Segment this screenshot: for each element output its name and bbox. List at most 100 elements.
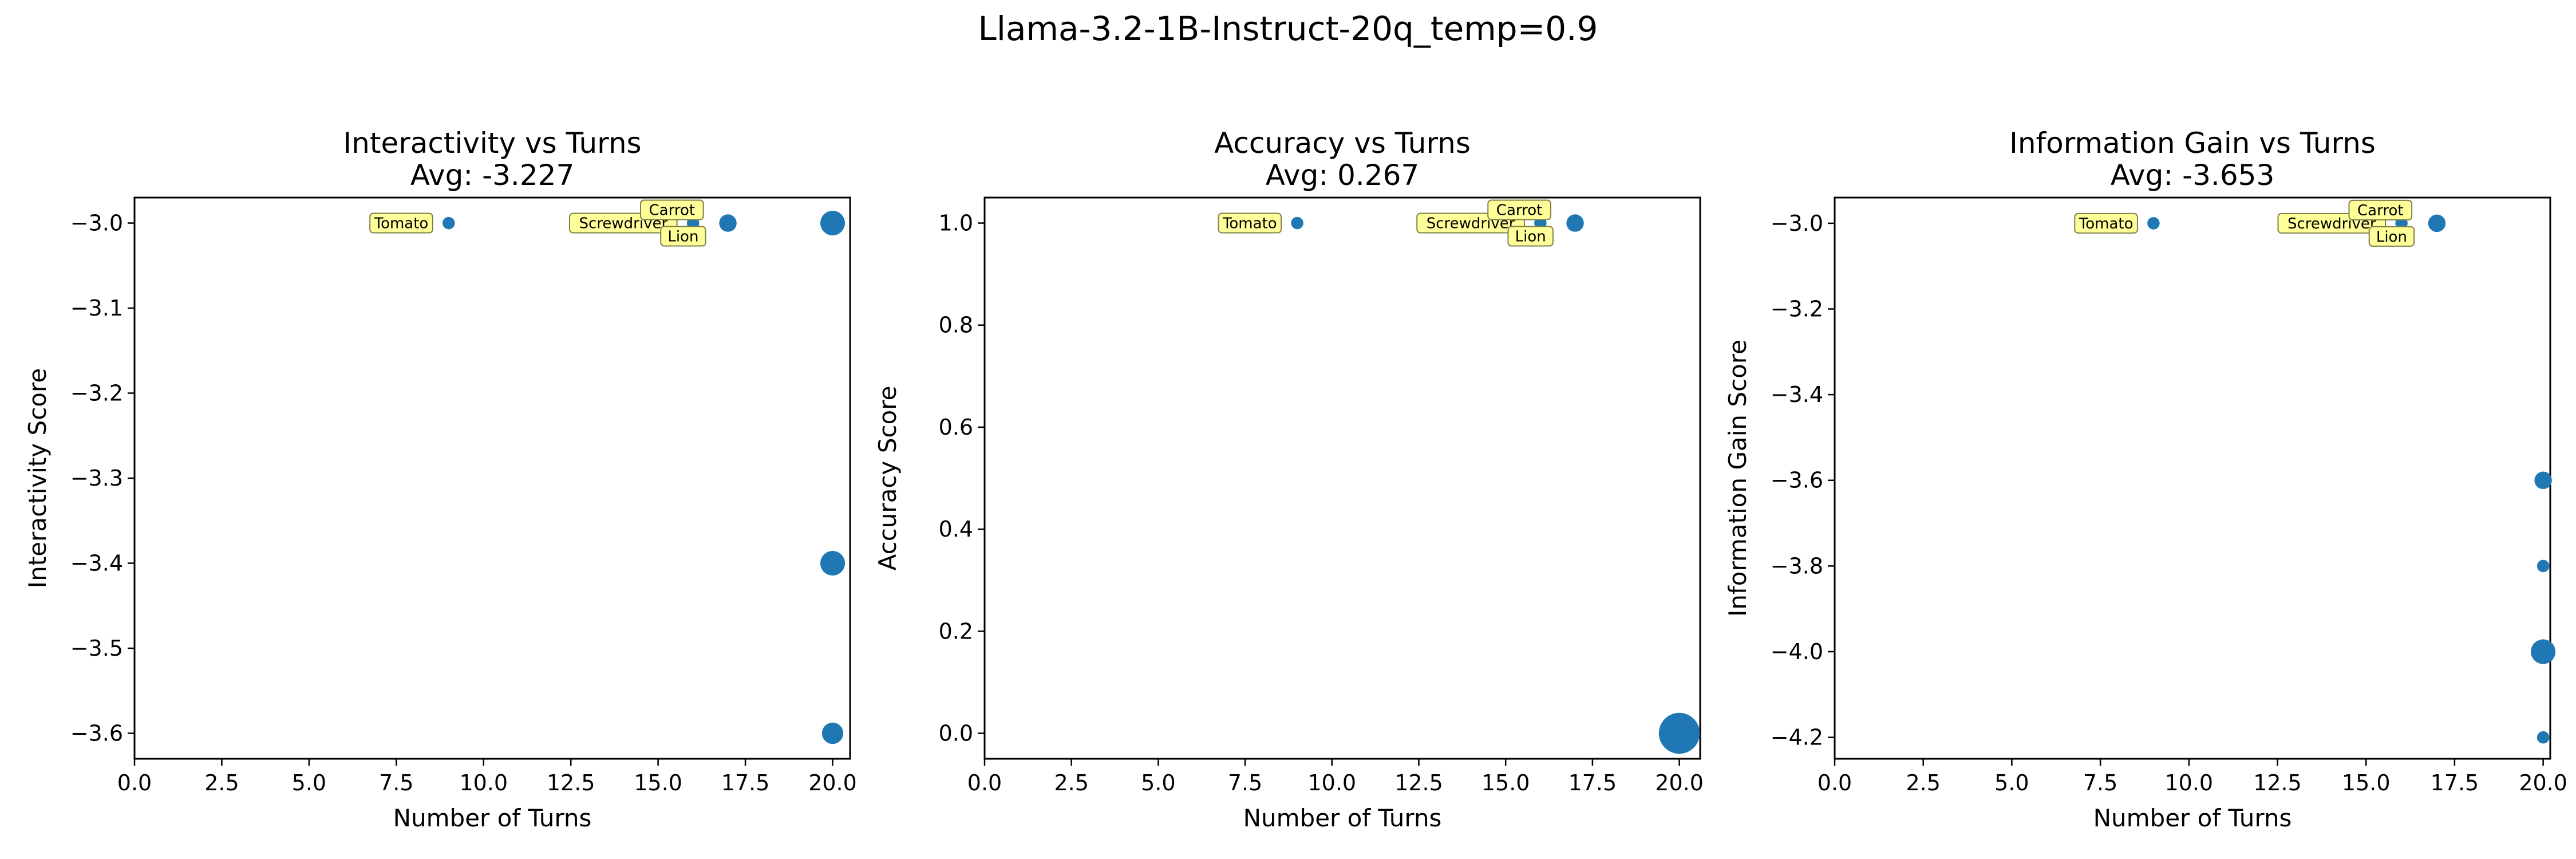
x-tick-label: 10.0 (2165, 770, 2214, 795)
data-point (2534, 471, 2552, 489)
annotation-box (2074, 212, 2138, 234)
y-tick-label: −3.8 (1771, 553, 1823, 578)
data-point (2531, 639, 2556, 664)
data-point (2147, 217, 2160, 230)
x-tick-label: 17.5 (2431, 770, 2479, 795)
annotation-label: Lion (1515, 228, 1546, 246)
x-tick-label: 2.5 (204, 770, 239, 795)
annotation: Tomato (1218, 212, 1282, 234)
x-tick-label: 10.0 (459, 770, 508, 795)
y-tick-label: −3.5 (70, 636, 123, 661)
data-point (1658, 712, 1700, 754)
annotation-label: Carrot (649, 202, 696, 219)
y-tick-label: −4.2 (1771, 725, 1823, 750)
annotation: Lion (2368, 226, 2415, 247)
x-tick-label: 0.0 (117, 770, 152, 795)
axes-frame (983, 196, 1701, 760)
x-tick-label: 7.5 (2083, 770, 2117, 795)
x-tick-label: 20.0 (808, 770, 857, 795)
x-tick-label: 0.0 (967, 770, 1002, 795)
y-tick-label: 0.4 (939, 517, 973, 542)
data-point (1566, 214, 1584, 232)
subplot-title: Interactivity vs Turns (343, 127, 641, 160)
data-point (2537, 559, 2550, 573)
annotation-box (1218, 212, 1282, 234)
y-tick-label: 0.6 (939, 415, 973, 440)
subplot-average: Avg: -3.653 (2111, 159, 2275, 192)
x-axis-label: Number of Turns (1243, 804, 1442, 832)
annotation-label: Lion (667, 228, 698, 246)
y-tick-label: −3.0 (1771, 211, 1823, 236)
subplot-title: Information Gain vs Turns (2009, 127, 2376, 160)
y-tick-label: 0.0 (939, 720, 973, 746)
data-point (1291, 216, 1303, 230)
y-tick-label: −3.2 (70, 381, 123, 406)
subplot-average: Avg: 0.267 (1266, 159, 1419, 192)
x-tick-label: 17.5 (1568, 770, 1617, 795)
x-axis-label: Number of Turns (393, 804, 592, 832)
data-point (820, 550, 846, 576)
figure-title: Llama-3.2-1B-Instruct-20q_temp=0.9 (978, 9, 1598, 48)
annotation-box (369, 212, 433, 234)
data-point (442, 216, 455, 230)
x-tick-label: 2.5 (1906, 770, 1940, 795)
annotation-label: Tomato (2079, 215, 2134, 233)
x-axis-label: Number of Turns (2093, 804, 2292, 832)
y-axis-label: Interactivity Score (23, 368, 52, 588)
subplot-title: Accuracy vs Turns (1214, 127, 1471, 160)
x-tick-label: 17.5 (721, 770, 770, 795)
y-tick-label: −3.1 (70, 295, 123, 321)
annotation-box (640, 199, 704, 220)
annotation: Tomato (369, 212, 433, 234)
y-tick-label: −3.4 (70, 550, 123, 576)
annotation: Carrot (640, 199, 704, 220)
y-tick-label: 1.0 (939, 211, 973, 236)
x-tick-label: 15.0 (634, 770, 682, 795)
y-tick-label: −3.0 (70, 211, 123, 236)
annotation-label: Tomato (1222, 215, 1277, 233)
annotation-label: Carrot (1496, 202, 1543, 219)
annotation: Lion (1507, 226, 1554, 247)
x-tick-label: 15.0 (1481, 770, 1530, 795)
annotation-box (1507, 226, 1554, 247)
x-tick-label: 15.0 (2342, 770, 2391, 795)
y-tick-label: −4.0 (1771, 639, 1823, 664)
y-axis-label: Accuracy Score (874, 386, 902, 571)
x-tick-label: 7.5 (379, 770, 413, 795)
data-point (2537, 731, 2550, 744)
data-point (2428, 214, 2446, 233)
x-tick-label: 0.0 (1818, 770, 1852, 795)
annotation-box (2348, 199, 2413, 220)
annotation: Carrot (1487, 199, 1551, 220)
x-tick-label: 20.0 (2519, 770, 2567, 795)
annotation: Lion (660, 226, 706, 247)
x-tick-label: 10.0 (1307, 770, 1356, 795)
x-tick-label: 5.0 (1141, 770, 1175, 795)
x-tick-label: 2.5 (1054, 770, 1088, 795)
y-tick-label: 0.2 (939, 618, 973, 644)
subplot-average: Avg: -3.227 (410, 159, 575, 192)
y-axis-label: Information Gain Score (1724, 340, 1752, 617)
y-tick-label: −3.4 (1771, 382, 1823, 407)
y-tick-label: −3.6 (70, 720, 123, 746)
y-tick-label: −3.3 (70, 466, 123, 491)
data-point (820, 211, 846, 236)
data-point (719, 214, 737, 232)
annotation-box (1487, 199, 1551, 220)
x-tick-label: 12.5 (1394, 770, 1443, 795)
x-tick-label: 20.0 (1655, 770, 1704, 795)
y-tick-label: −3.6 (1771, 468, 1823, 493)
x-tick-label: 5.0 (292, 770, 326, 795)
x-tick-label: 5.0 (1994, 770, 2029, 795)
annotation-label: Lion (2376, 228, 2407, 246)
x-tick-label: 7.5 (1228, 770, 1262, 795)
annotation-label: Tomato (374, 215, 429, 233)
data-point (821, 722, 844, 744)
annotation: Tomato (2074, 212, 2138, 234)
